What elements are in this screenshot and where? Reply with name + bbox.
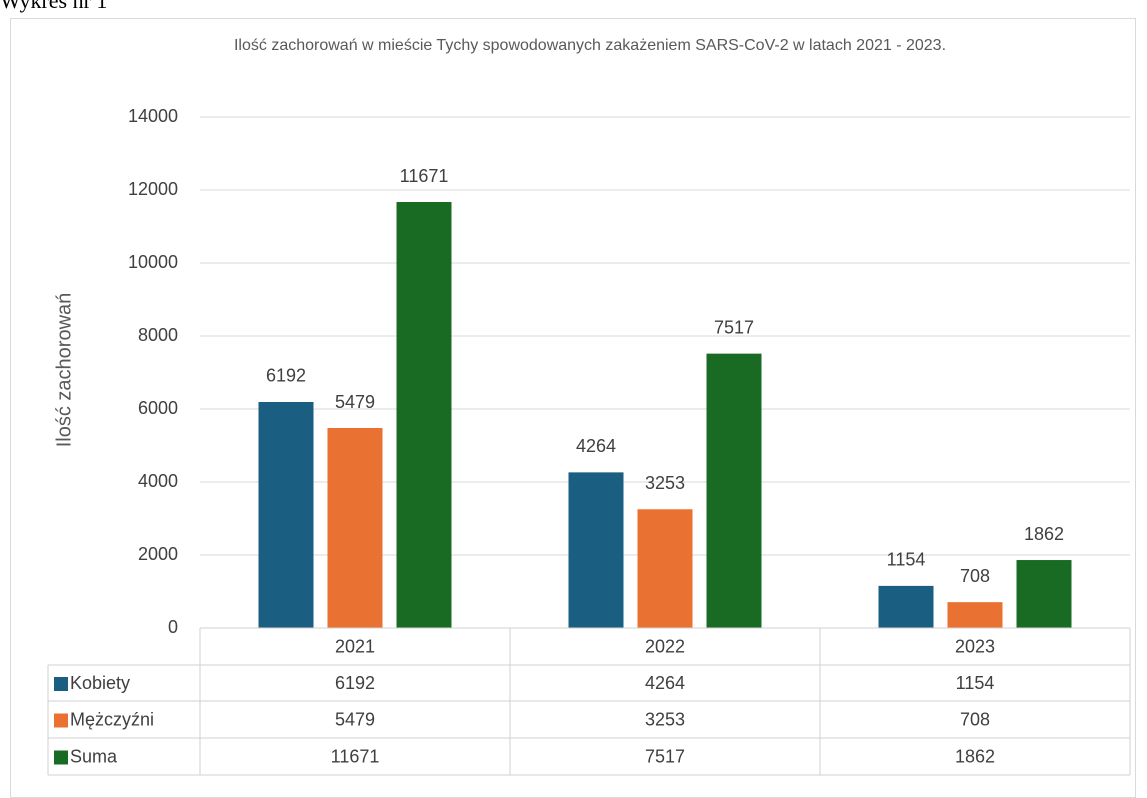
y-tick-label: 10000 (128, 252, 178, 272)
legend-swatch (54, 677, 68, 691)
data-label: 4264 (576, 436, 616, 456)
bar (327, 428, 383, 628)
data-label: 7517 (714, 317, 754, 337)
y-tick-label: 0 (168, 617, 178, 637)
data-label: 1154 (887, 550, 926, 570)
bar (396, 202, 452, 629)
bar (1016, 560, 1072, 628)
x-tick-label: 2021 (335, 636, 375, 656)
y-tick-label: 8000 (138, 325, 178, 345)
x-tick-label: 2023 (955, 636, 995, 656)
data-label: 5479 (335, 392, 375, 412)
table-cell: 5479 (335, 709, 375, 729)
table-cell: 708 (960, 709, 990, 729)
legend-label: Kobiety (70, 673, 130, 693)
table-cell: 6192 (335, 673, 375, 693)
legend-swatch (54, 750, 68, 765)
data-label: 3253 (645, 473, 685, 493)
y-tick-label: 2000 (138, 544, 178, 564)
y-tick-label: 14000 (128, 106, 178, 126)
y-tick-label: 12000 (128, 179, 178, 199)
legend-label: Suma (70, 746, 118, 766)
y-tick-label: 6000 (138, 398, 178, 418)
y-axis-title: Ilość zachorowań (53, 293, 75, 448)
table-cell: 1862 (955, 746, 995, 766)
table-cell: 3253 (645, 709, 685, 729)
table-cell: 7517 (645, 746, 685, 766)
data-label: 708 (960, 566, 990, 586)
bar (878, 585, 934, 628)
bar (947, 602, 1003, 628)
caption: Wykres nr 1 (0, 0, 108, 13)
x-tick-label: 2022 (645, 636, 685, 656)
table-cell: 11671 (331, 746, 380, 766)
data-label: 6192 (266, 366, 306, 386)
bar (637, 509, 693, 628)
bar (258, 401, 314, 628)
data-label: 1862 (1024, 524, 1064, 544)
bar (706, 353, 762, 628)
table-cell: 1154 (956, 673, 995, 693)
legend-swatch (54, 713, 68, 728)
legend-label: Mężczyźni (70, 709, 154, 729)
data-label: 11671 (400, 166, 449, 186)
bar (568, 472, 624, 628)
table-cell: 4264 (645, 673, 685, 693)
y-tick-label: 4000 (138, 471, 178, 491)
chart-title: Ilość zachorowań w mieście Tychy spowodo… (233, 37, 947, 54)
